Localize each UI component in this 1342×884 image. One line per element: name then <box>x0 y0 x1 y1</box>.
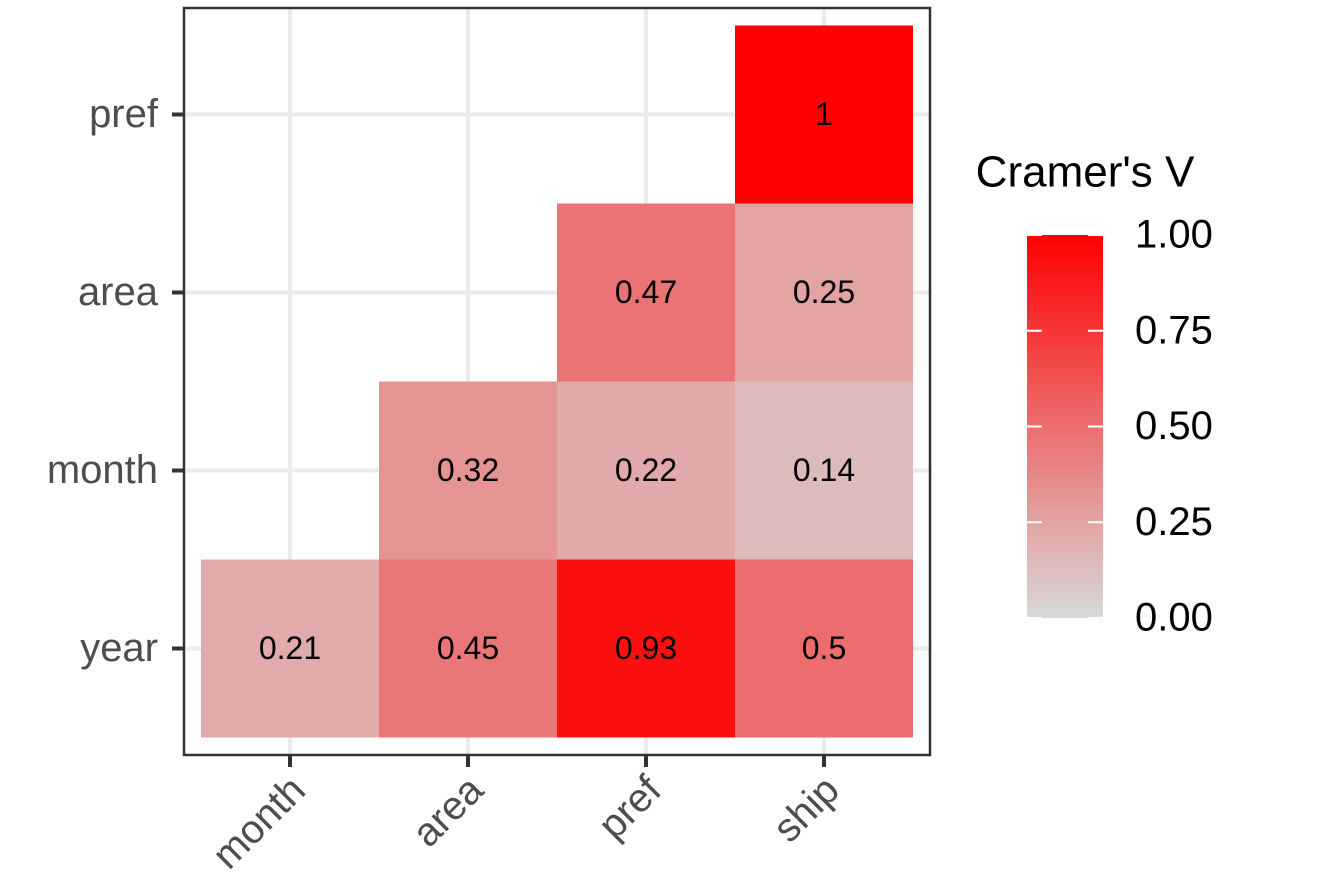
y-tick-label: pref <box>89 92 159 136</box>
cell-label: 0.22 <box>615 452 677 488</box>
cell-label: 0.5 <box>802 630 846 666</box>
heatmap-cell <box>735 25 913 204</box>
colorbar-label: 0.25 <box>1135 500 1213 544</box>
colorbar-label: 0.00 <box>1135 596 1213 640</box>
panel-border <box>182 6 932 757</box>
heatmap-cell <box>201 559 379 738</box>
cell-label: 0.25 <box>793 274 855 310</box>
colorbar-label: 0.50 <box>1135 404 1213 448</box>
heatmap-cell <box>557 203 735 382</box>
cell-label: 0.47 <box>615 274 677 310</box>
heatmap-cell <box>735 203 913 382</box>
cell-label: 0.21 <box>259 630 321 666</box>
colorbar-label: 1.00 <box>1135 213 1213 257</box>
y-tick-label: area <box>78 270 159 314</box>
heatmap-cell <box>735 559 913 738</box>
cell-label: 0.32 <box>437 452 499 488</box>
cell-label: 0.93 <box>615 630 677 666</box>
colorbar-label: 0.75 <box>1135 308 1213 352</box>
cell-label: 0.45 <box>437 630 499 666</box>
y-tick-label: month <box>47 448 158 492</box>
y-tick-label: year <box>80 626 158 670</box>
heatmap-cell <box>379 559 557 738</box>
heatmap-cell <box>557 559 735 738</box>
cell-label: 0.14 <box>793 452 855 488</box>
heatmap-cell <box>379 381 557 560</box>
cell-label: 1 <box>815 96 833 132</box>
heatmap-cell <box>735 381 913 560</box>
legend-title: Cramer's V <box>976 148 1195 197</box>
heatmap-cell <box>557 381 735 560</box>
